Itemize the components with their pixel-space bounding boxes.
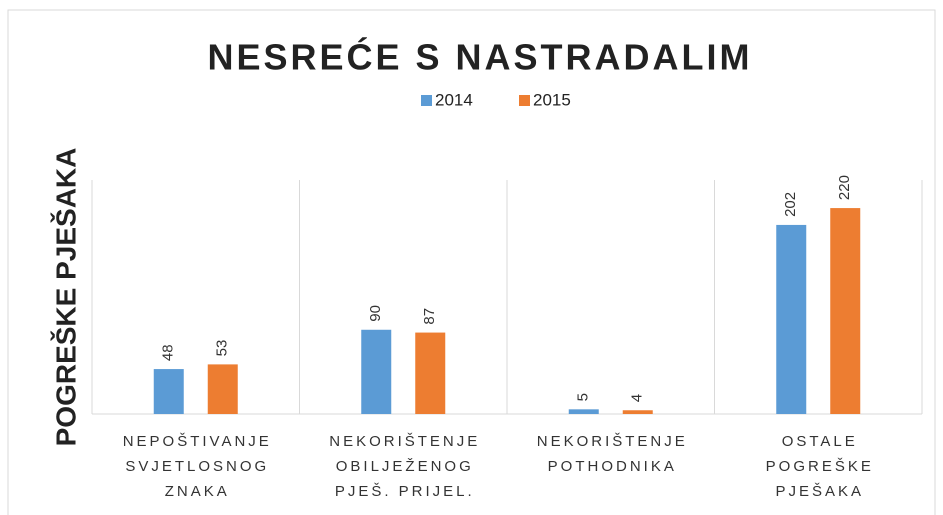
value-label: 5 <box>575 393 592 401</box>
x-tick-label: NEKORIŠTENJE OBILJEŽENOG PJEŠ. PRIJEL. <box>329 433 480 500</box>
x-tick-label: NEPOŠTIVANJE SVJETLOSNOG ZNAKA <box>123 433 272 500</box>
value-label: 48 <box>160 344 177 361</box>
bar <box>361 329 392 414</box>
bar <box>153 369 184 414</box>
value-label: 4 <box>629 394 646 402</box>
bar <box>776 224 807 414</box>
bar <box>568 409 599 414</box>
bar <box>830 208 861 414</box>
bar <box>207 364 238 414</box>
x-tick-label: NEKORIŠTENJE POTHODNIKA <box>537 433 688 475</box>
value-label: 87 <box>421 308 438 325</box>
y-axis-label: POGREŠKE PJEŠAKA <box>49 148 81 447</box>
value-label: 220 <box>836 175 853 200</box>
x-tick-label: OSTALE POGREŠKE PJEŠAKA <box>766 433 874 500</box>
bar <box>415 332 446 414</box>
bar <box>622 410 653 414</box>
value-label: 90 <box>367 305 384 322</box>
value-label: 53 <box>214 340 231 357</box>
chart-title: NESREĆE S NASTRADALIM <box>207 36 752 78</box>
legend-swatch <box>519 95 530 106</box>
value-label: 202 <box>782 192 799 217</box>
legend-swatch <box>421 95 432 106</box>
legend-label: 2014 <box>435 90 473 109</box>
legend-label: 2015 <box>533 90 571 109</box>
